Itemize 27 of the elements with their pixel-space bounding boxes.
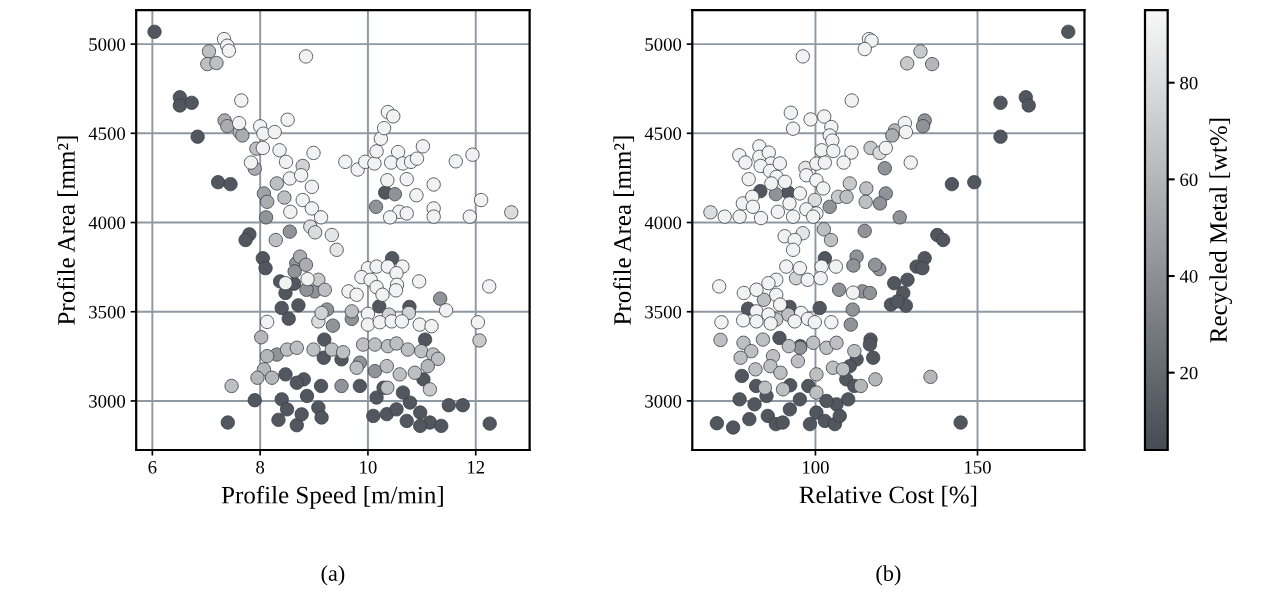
y-tick-label: 3000 xyxy=(645,394,682,408)
y-tick-label: 3500 xyxy=(89,305,126,319)
y-tick-label: 5000 xyxy=(645,38,682,51)
y-axis-title: Profile Area [mm²] xyxy=(57,136,78,325)
y-tick-label: 4500 xyxy=(88,127,126,140)
x-tick-label: 150 xyxy=(965,460,991,474)
text: (b) xyxy=(876,565,901,586)
y-tick-label: 3500 xyxy=(645,305,682,319)
color-bar-label: 20 xyxy=(1180,366,1198,380)
color-bar-title: Recycled Metal [wt%] xyxy=(1209,118,1233,343)
y-tick-label: 4500 xyxy=(644,127,682,140)
y-axis-title: Profile Area [mm²] xyxy=(613,136,635,325)
color-bar-label: 40 xyxy=(1179,270,1198,283)
y-tick-label: 4000 xyxy=(644,216,682,230)
x-tick-label: 6 xyxy=(148,461,157,474)
y-tick-label: 4000 xyxy=(88,216,126,230)
y-tick-label: 3000 xyxy=(89,394,126,408)
x-axis-title: Profile Speed [m/min] xyxy=(221,485,443,509)
color-bar-label: 60 xyxy=(1180,173,1198,187)
x-tick-label: 10 xyxy=(360,460,377,474)
x-tick-label: 12 xyxy=(468,461,485,474)
y-tick-label: 5000 xyxy=(89,38,126,51)
text: (a) xyxy=(321,565,345,586)
x-tick-label: 100 xyxy=(803,460,829,474)
x-axis-title: Relative Cost [%] xyxy=(799,485,977,507)
color-bar-label: 80 xyxy=(1180,76,1198,90)
x-tick-label: 8 xyxy=(256,460,265,474)
